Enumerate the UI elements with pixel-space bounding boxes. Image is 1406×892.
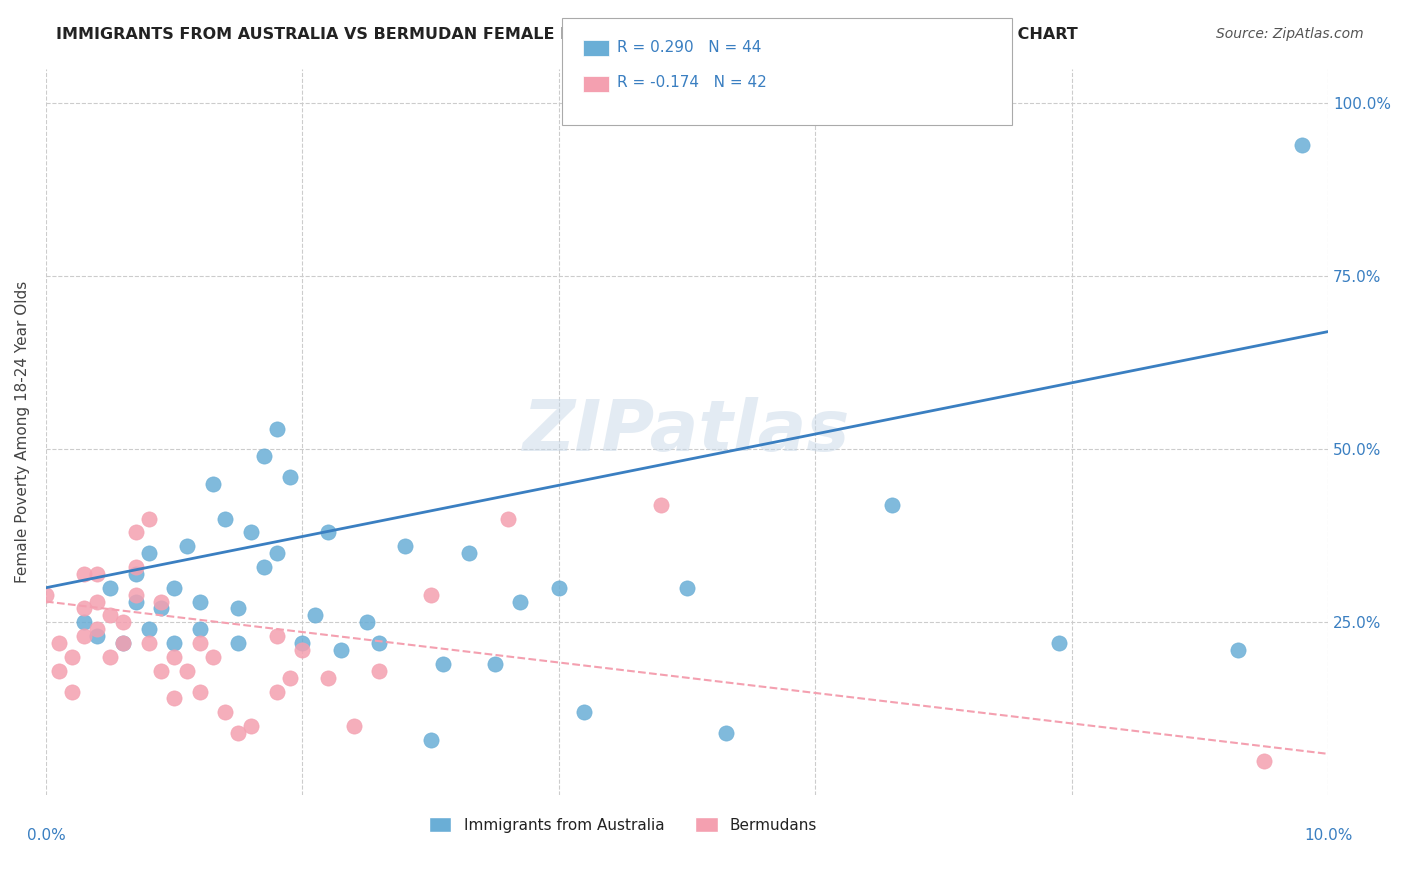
Point <box>484 657 506 671</box>
Point <box>98 608 121 623</box>
Point <box>138 511 160 525</box>
Text: 0.0%: 0.0% <box>27 828 65 843</box>
Point <box>125 594 148 608</box>
Point <box>86 566 108 581</box>
Point <box>111 615 134 630</box>
Text: R = 0.290   N = 44: R = 0.290 N = 44 <box>617 40 762 54</box>
Point <box>574 706 596 720</box>
Point <box>882 498 904 512</box>
Point <box>35 588 58 602</box>
Point <box>188 684 211 698</box>
Text: IMMIGRANTS FROM AUSTRALIA VS BERMUDAN FEMALE POVERTY AMONG 18-24 YEAR OLDS CORRE: IMMIGRANTS FROM AUSTRALIA VS BERMUDAN FE… <box>56 27 1078 42</box>
Point <box>266 629 288 643</box>
Point <box>125 588 148 602</box>
Point <box>188 622 211 636</box>
Point <box>329 643 352 657</box>
Point <box>201 649 224 664</box>
Point <box>60 684 83 698</box>
Point <box>176 664 198 678</box>
Text: 10.0%: 10.0% <box>1303 828 1353 843</box>
Point <box>188 636 211 650</box>
Legend: Immigrants from Australia, Bermudans: Immigrants from Australia, Bermudans <box>422 811 824 838</box>
Point <box>343 719 366 733</box>
Point <box>125 566 148 581</box>
Point <box>86 622 108 636</box>
Point <box>163 581 186 595</box>
Point <box>86 629 108 643</box>
Point <box>676 581 699 595</box>
Point <box>73 601 96 615</box>
Point <box>432 657 454 671</box>
Point <box>547 581 569 595</box>
Point <box>150 594 173 608</box>
Point <box>291 636 314 650</box>
Point <box>138 636 160 650</box>
Point <box>240 525 263 540</box>
Point <box>214 706 236 720</box>
Point <box>98 581 121 595</box>
Point <box>278 470 301 484</box>
Point <box>163 636 186 650</box>
Point <box>226 601 249 615</box>
Point <box>150 664 173 678</box>
Point <box>111 636 134 650</box>
Point <box>266 421 288 435</box>
Point <box>509 594 531 608</box>
Point <box>48 636 70 650</box>
Point <box>150 601 173 615</box>
Text: R = -0.174   N = 42: R = -0.174 N = 42 <box>617 76 768 90</box>
Point <box>714 726 737 740</box>
Point <box>163 691 186 706</box>
Point <box>1047 636 1070 650</box>
Point <box>188 594 211 608</box>
Point <box>125 525 148 540</box>
Point <box>60 649 83 664</box>
Point <box>368 636 391 650</box>
Point <box>201 476 224 491</box>
Point <box>214 511 236 525</box>
Point <box>278 671 301 685</box>
Point <box>176 539 198 553</box>
Point <box>253 560 276 574</box>
Point <box>98 649 121 664</box>
Point <box>226 726 249 740</box>
Point <box>316 671 339 685</box>
Point <box>266 546 288 560</box>
Point <box>458 546 481 560</box>
Point <box>496 511 519 525</box>
Point <box>73 629 96 643</box>
Point <box>1291 137 1313 152</box>
Point <box>138 622 160 636</box>
Point <box>1227 643 1250 657</box>
Point <box>650 498 672 512</box>
Point <box>138 546 160 560</box>
Point <box>419 588 441 602</box>
Point <box>316 525 339 540</box>
Point <box>240 719 263 733</box>
Point <box>226 636 249 650</box>
Point <box>163 649 186 664</box>
Point <box>253 449 276 463</box>
Point <box>73 566 96 581</box>
Point <box>291 643 314 657</box>
Text: ZIPatlas: ZIPatlas <box>523 398 851 467</box>
Point <box>356 615 378 630</box>
Point <box>266 684 288 698</box>
Point <box>86 594 108 608</box>
Text: Source: ZipAtlas.com: Source: ZipAtlas.com <box>1216 27 1364 41</box>
Point <box>125 560 148 574</box>
Point <box>73 615 96 630</box>
Point <box>111 636 134 650</box>
Point <box>1253 754 1275 768</box>
Point <box>368 664 391 678</box>
Point <box>419 733 441 747</box>
Point <box>48 664 70 678</box>
Point <box>304 608 326 623</box>
Point <box>394 539 416 553</box>
Y-axis label: Female Poverty Among 18-24 Year Olds: Female Poverty Among 18-24 Year Olds <box>15 281 30 583</box>
